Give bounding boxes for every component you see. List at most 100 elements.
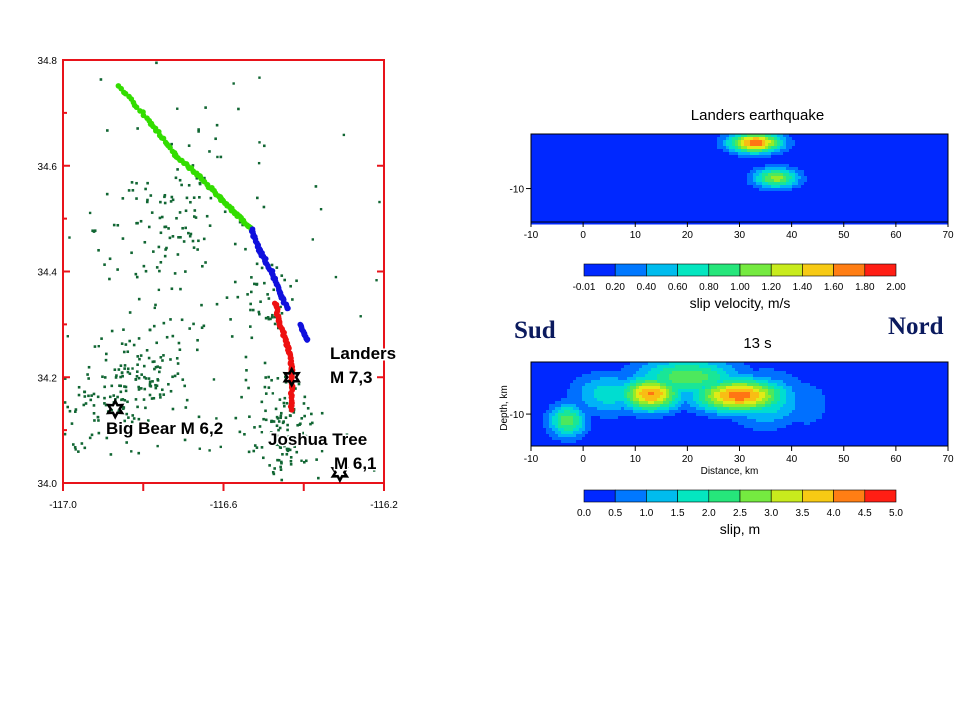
heatmap-cell — [669, 194, 673, 198]
heatmap-cell — [651, 137, 655, 141]
heatmap-cell — [651, 164, 655, 168]
heatmap-cell — [699, 170, 703, 174]
heatmap-cell — [822, 182, 826, 186]
heatmap-cell — [918, 182, 922, 186]
heatmap-cell — [771, 182, 775, 186]
heatmap-cell — [594, 140, 598, 144]
heatmap-cell — [711, 212, 715, 216]
heatmap-cell — [885, 179, 889, 183]
heatmap-cell — [681, 203, 685, 207]
heatmap-cell — [642, 212, 646, 216]
heatmap-cell — [729, 191, 733, 195]
heatmap-cell — [573, 191, 577, 195]
heatmap-cell — [543, 173, 547, 177]
heatmap-cell — [702, 137, 706, 141]
heatmap-cell — [567, 215, 571, 219]
heatmap-cell — [531, 194, 535, 198]
heatmap-cell — [906, 152, 910, 156]
heatmap-cell — [579, 218, 583, 222]
heatmap-cell — [558, 137, 562, 141]
aftershock-point — [124, 343, 128, 346]
heatmap-cell — [813, 218, 817, 222]
heatmap-cell — [786, 143, 790, 147]
heatmap-cell — [561, 194, 565, 198]
heatmap-cell — [867, 182, 871, 186]
heatmap-cell — [579, 146, 583, 150]
heatmap-cell — [729, 215, 733, 219]
heatmap-cell — [570, 191, 574, 195]
heatmap-cell — [837, 209, 841, 213]
heatmap-cell — [711, 221, 715, 225]
heatmap-cell — [534, 203, 538, 207]
aftershock-point — [197, 128, 200, 131]
heatmap-cell — [681, 218, 685, 222]
heatmap-cell — [738, 182, 742, 186]
heatmap-cell — [582, 212, 586, 216]
heatmap-cell — [570, 206, 574, 210]
heatmap-cell — [744, 140, 748, 144]
aftershock-point — [273, 315, 277, 319]
heatmap-cell — [789, 179, 793, 183]
heatmap-cell — [726, 161, 730, 165]
heatmap-cell — [882, 164, 886, 168]
heatmap-cell — [696, 146, 700, 150]
heatmap-cell — [693, 176, 697, 180]
heatmap-cell — [855, 209, 859, 213]
aftershock-point — [86, 373, 89, 376]
heatmap-cell — [771, 140, 775, 144]
heatmap-cell — [831, 218, 835, 222]
heatmap-cell — [591, 161, 595, 165]
heatmap-cell — [762, 140, 766, 144]
aftershock-point — [122, 350, 126, 354]
heatmap-cell — [900, 191, 904, 195]
heatmap-cell — [534, 164, 538, 168]
heatmap-cell — [930, 203, 934, 207]
heatmap-cell — [861, 182, 865, 186]
heatmap-cell — [897, 212, 901, 216]
heatmap-cell — [897, 188, 901, 192]
heatmap-cell — [612, 209, 616, 213]
heatmap-cell — [930, 152, 934, 156]
heatmap-cell — [903, 140, 907, 144]
heatmap-cell — [861, 179, 865, 183]
heatmap-cell — [543, 149, 547, 153]
heatmap-cell — [831, 170, 835, 174]
heatmap-cell — [567, 218, 571, 222]
heatmap-cell — [552, 146, 556, 150]
heatmap-cell — [690, 149, 694, 153]
heatmap-cell — [837, 182, 841, 186]
heatmap-cell — [621, 152, 625, 156]
heatmap-cell — [597, 191, 601, 195]
heatmap-cell — [876, 182, 880, 186]
aftershock-point — [202, 237, 206, 241]
heatmap-cell — [891, 164, 895, 168]
heatmap-cell — [651, 176, 655, 180]
heatmap-cell — [750, 149, 754, 153]
heatmap-cell — [660, 197, 664, 201]
heatmap-cell — [564, 209, 568, 213]
heatmap-cell — [855, 173, 859, 177]
heatmap-cell — [915, 215, 919, 219]
heatmap-cell — [864, 155, 868, 159]
heatmap-cell — [894, 182, 898, 186]
heatmap-cell — [822, 173, 826, 177]
heatmap-cell — [921, 149, 925, 153]
heatmap-cell — [759, 188, 763, 192]
heatmap-cell — [864, 212, 868, 216]
heatmap-cell — [849, 221, 853, 225]
heatmap-cell — [624, 212, 628, 216]
heatmap-cell — [828, 197, 832, 201]
heatmap-cell — [642, 218, 646, 222]
heatmap-cell — [564, 146, 568, 150]
heatmap-cell — [879, 152, 883, 156]
heatmap-cell — [885, 140, 889, 144]
heatmap-cell — [873, 173, 877, 177]
heatmap-cell — [663, 215, 667, 219]
heatmap-cell — [762, 161, 766, 165]
heatmap-cell — [837, 152, 841, 156]
heatmap-cell — [663, 137, 667, 141]
heatmap-cell — [714, 155, 718, 159]
heatmap-cell — [942, 167, 946, 171]
heatmap-cell — [573, 143, 577, 147]
heatmap-cell — [906, 149, 910, 153]
